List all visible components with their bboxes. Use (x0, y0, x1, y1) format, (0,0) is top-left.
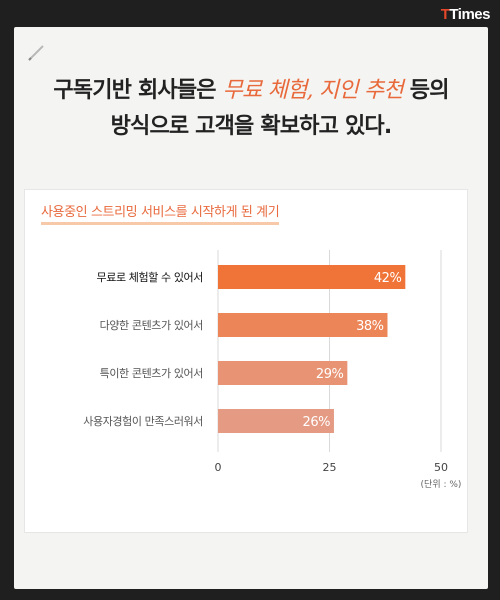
category-label: 사용자경험이 만족스러워서 (83, 415, 203, 428)
bar (218, 313, 388, 337)
bar-value-label: 42% (374, 271, 402, 286)
headline: 구독기반 회사들은 무료 체험, 지인 추천 등의 방식으로 고객을 확보하고 … (14, 73, 488, 145)
headline-line-1-pre: 구독기반 회사들은 (53, 78, 223, 103)
bar (218, 409, 334, 433)
x-tick-label: 0 (215, 461, 222, 474)
bar-value-label: 26% (303, 415, 331, 430)
x-tick-label: 25 (323, 461, 337, 474)
brand-logo-t: T (440, 6, 450, 23)
bar-chart: 0 25 50 (단위 : %) 무료로 체험할 수 있어서 42% 다양한 콘텐츠가 있어… (83, 250, 462, 490)
headline-line-2: 방식으로 고객을 확보하고 있다. (110, 114, 393, 139)
headline-line-1-post: 등의 (402, 78, 450, 103)
category-label: 특이한 콘텐츠가 있어서 (100, 367, 203, 380)
bar-value-label: 29% (316, 367, 344, 382)
brand-logo-rest: Times (449, 6, 490, 23)
pencil-icon (28, 45, 44, 61)
brand-logo: TTimes (440, 6, 491, 23)
infographic-card: 구독기반 회사들은 무료 체험, 지인 추천 등의 방식으로 고객을 확보하고 … (14, 27, 488, 589)
unit-note: (단위 : %) (421, 479, 462, 490)
headline-line-1: 구독기반 회사들은 무료 체험, 지인 추천 등의 (14, 73, 488, 109)
headline-highlight: 무료 체험, 지인 추천 (222, 78, 404, 103)
bar (218, 361, 348, 385)
bar-value-label: 38% (356, 319, 384, 334)
category-label: 다양한 콘텐츠가 있어서 (100, 319, 203, 332)
chart-panel: 사용중인 스트리밍 서비스를 시작하게 된 계기 0 25 50 (단위 : %) 무료… (24, 189, 468, 533)
bar (218, 265, 406, 289)
chart-title: 사용중인 스트리밍 서비스를 시작하게 된 계기 (41, 204, 280, 225)
x-tick-label: 50 (434, 461, 448, 474)
category-label: 무료로 체험할 수 있어서 (97, 271, 204, 284)
